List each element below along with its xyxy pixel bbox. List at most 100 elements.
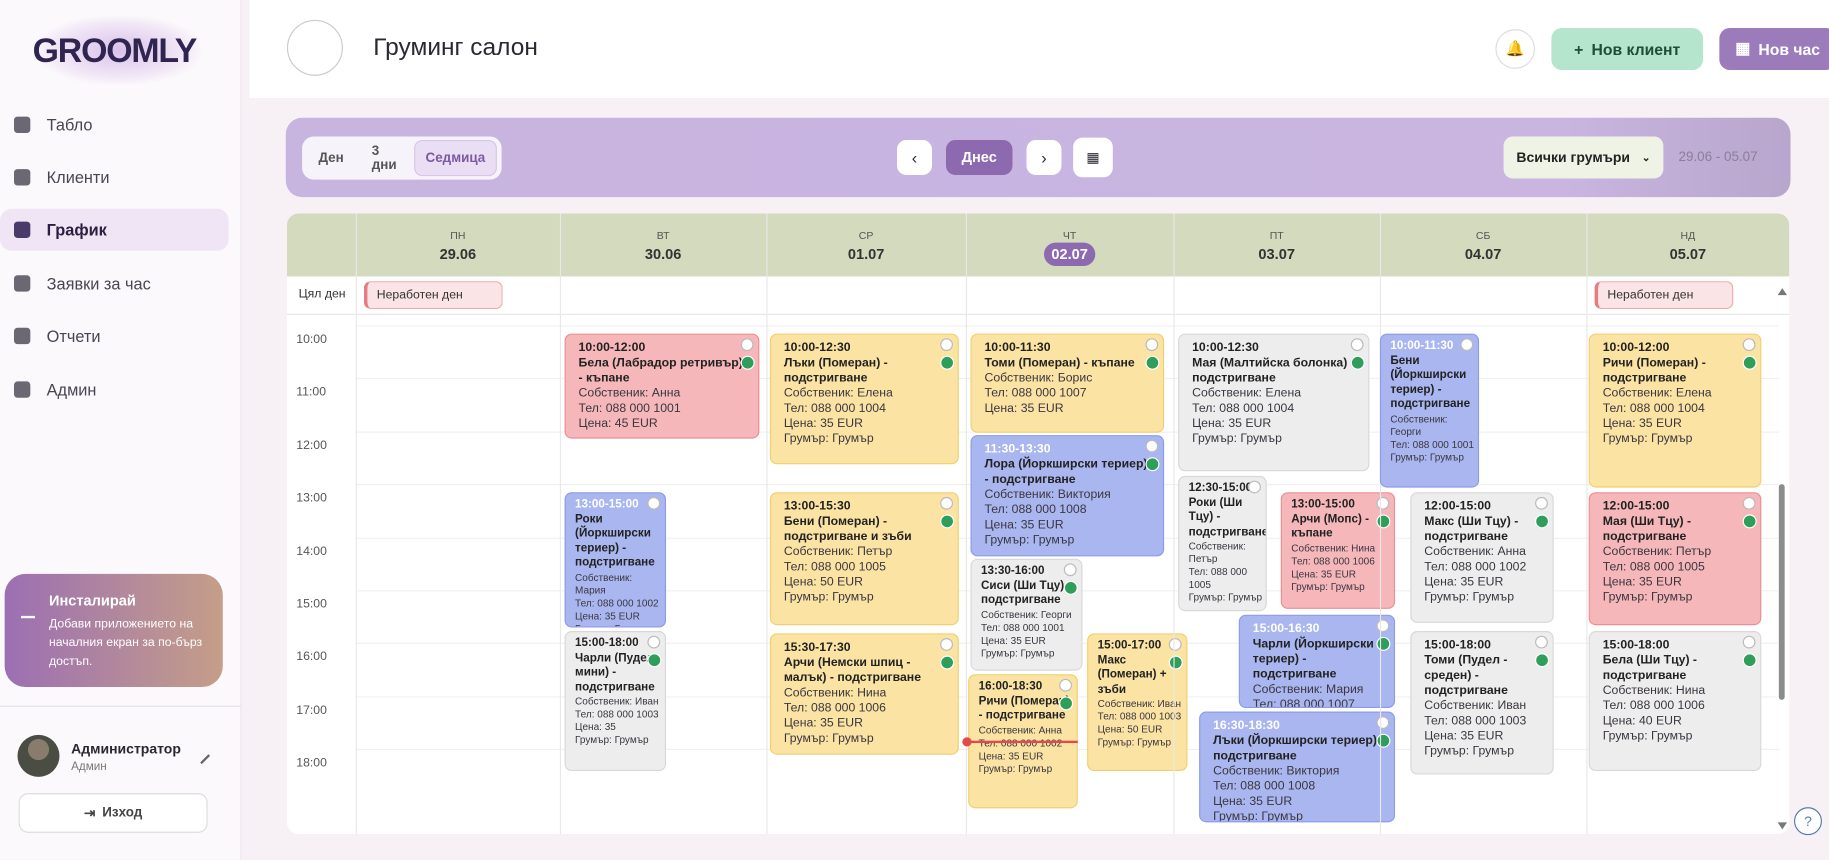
appointment-owner: Собственик: Елена [1602,386,1712,401]
appointment-title: Арчи (Немски шпиц - малък) - подстригван… [783,655,922,685]
help-button[interactable]: ? [1794,807,1822,836]
appointment-phone: Тел: 088 000 1003 [1097,710,1182,723]
appointment-owner: Собственик: Нина [1291,541,1376,554]
appointment[interactable]: 10:00-12:00 Бела (Лабрадор ретривър) - къ… [564,333,760,439]
appointment[interactable]: 10:00-12:30 Лъки (Померан) - подстригване… [769,333,959,465]
appointment-price: Цена: 35 EUR [978,749,1044,762]
appointment-price: Цена: 35 EUR [575,609,640,622]
appointment-owner: Собственик: Елена [783,386,893,401]
appointment[interactable]: 13:00-15:00 Арчи (Мопс) - къпане Собствени… [1280,492,1396,609]
next-button[interactable]: › [1026,139,1062,175]
view-option[interactable]: Седмица [413,139,497,177]
appointment-owner: Собственик: Борис [984,370,1093,385]
status-check [940,496,953,510]
appointment-time: 15:00-16:30 [1252,621,1320,636]
appointment-owner: Собственик: Георги [980,608,1072,620]
scroll-down[interactable] [1777,822,1788,834]
appointment-owner: Собственик: Мария [1252,682,1364,697]
appointment-time: 10:00-11:30 [984,340,1051,355]
appointment[interactable]: 10:00-11:30 Томи (Померан) - къпане Собств… [970,333,1165,433]
appointment[interactable]: 13:30-16:00 Сиси (Ши Тцу) - подстригване С… [970,558,1083,671]
hour-label: 18:00 [296,756,327,771]
appointment-price: Цена: 35 EUR [1213,794,1293,809]
appointment-owner: Собственик: Петър [1602,544,1712,559]
appointment-price: Цена: 50 EUR [1097,723,1163,735]
appointment-owner: Собственик: Иван [1424,698,1527,713]
appointment-price: Цена: 45 EUR [578,416,658,431]
appointment[interactable]: 12:00-15:00 Макс (Ши Тцу) - подстригване С… [1410,492,1554,623]
date: 29.06 [439,246,477,263]
appointment[interactable]: 15:30-17:30 Арчи (Немски шпиц - малък) - … [769,633,959,755]
appointment[interactable]: 15:00-18:00 Томи (Пудел - среден) - подст… [1410,631,1554,775]
day-divider [1379,213,1382,835]
appointment-time: 10:00-12:30 [783,340,851,355]
prev-button[interactable]: ‹ [897,139,932,175]
appointment[interactable]: 12:00-15:00 Мая (Ши Тцу) - подстригване Со… [1588,492,1762,626]
install-card[interactable]: Инсталирай Добави приложението на началн… [4,573,223,688]
nav-item[interactable]: График [0,208,229,251]
nav-item[interactable]: Табло [13,104,229,146]
notifications-button[interactable]: 🔔 [1495,29,1536,69]
appointment-time: 13:00-15:00 [1291,498,1355,511]
appointment-price: Цена: 35 EUR [783,416,864,431]
view-option[interactable]: Ден [318,151,344,166]
appointment-price: Цена: 35 [575,720,616,733]
appointment[interactable]: 10:00-11:30 Бени (Йоркширски териер) - по… [1379,333,1480,488]
nav-item[interactable]: Отчети [13,315,229,357]
appointment-title: Томи (Померан) - къпане [984,355,1135,370]
appointment[interactable]: 15:00-16:30 Чарли (Йоркширски териер) - п… [1238,614,1396,709]
appointment[interactable]: 12:30-15:00 Роки (Ши Тцу) - подстригване С… [1178,475,1267,612]
appointment[interactable]: 13:00-15:00 Роки (Йоркширски териер) - по… [564,492,667,628]
scroll-up[interactable] [1777,283,1788,296]
appointment[interactable]: 13:00-15:30 Бени (Померан) - подстригване… [769,492,959,626]
logout-button[interactable]: ⇥ Изход [18,793,208,833]
groomer-dot [1376,733,1391,748]
groomer-dot [1145,355,1160,370]
appointment-price: Цена: 35 EUR [980,633,1046,646]
appointment-phone: Тел: 088 000 1006 [783,701,886,716]
install-title: Инсталирай [48,592,136,609]
new-appointment-button[interactable]: ▦ Нов час [1719,27,1829,70]
appointment-groomer: Грумър: Грумър [1602,590,1693,605]
appointment-time: 10:00-11:30 [1390,339,1454,353]
appointment[interactable]: 10:00-12:30 Мая (Малтийска болонка) - под… [1178,333,1370,472]
appointment[interactable]: 15:00-17:00 Макс (Померан) + зъби Собствен… [1087,633,1188,772]
appointment[interactable]: 16:30-18:30 Лъки (Йоркширски териер) - по… [1199,711,1396,823]
groomer-dot [1376,636,1391,651]
appointment-title: Чарли (Йоркширски териер) - подстригване [1252,636,1374,682]
nav-item[interactable]: Заявки за час [13,262,229,304]
groomer-select[interactable]: Всички грумъри ⌄ [1503,136,1664,179]
date-picker-button[interactable]: ▦ [1073,137,1113,178]
appointment-title: Ричи (Померан) - подстригване [978,694,1070,723]
appointment-price: Цена: 35 EUR [1291,567,1357,580]
status-check [940,638,953,651]
weekday: СБ [1475,229,1491,242]
appointment[interactable]: 10:00-12:00 Ричи (Померан) - подстригване… [1588,333,1762,488]
appointment-title: Роки (Йоркширски териер) - подстригване [575,512,655,570]
groomer-dot [940,355,955,370]
groomer-dot [1063,580,1078,595]
appointment-title: Арчи (Мопс) - къпане [1291,512,1369,541]
groomer-dot [647,653,662,668]
nav-item[interactable]: Клиенти [13,156,229,198]
today-button[interactable]: Днес [945,139,1013,175]
appointment-price: Цена: 35 EUR [984,517,1064,532]
appointment-phone: Тел: 088 000 1005 [783,559,886,574]
new-client-button[interactable]: + Нов клиент [1551,27,1704,70]
appointment-title: Бела (Лабрадор ретривър) - къпане [578,355,743,385]
weekday: ВТ [656,229,670,242]
nav-label: Клиенти [46,167,110,187]
view-option[interactable]: 3 дни [371,144,397,173]
appointment-owner: Собственик: Виктория [984,487,1111,502]
appointment[interactable]: 15:00-18:00 Бела (Ши Тцу) - подстригване С… [1588,631,1762,772]
scrollbar[interactable] [1778,484,1785,700]
groomer-dot [1059,696,1074,711]
appointment[interactable]: 11:30-13:30 Лора (Йоркширски териер) - по… [970,435,1165,557]
edit-icon[interactable] [193,747,211,765]
appointment-time: 16:00-18:30 [978,680,1043,693]
salon-logo [286,19,343,76]
nav-item[interactable]: Админ [13,369,229,411]
logo: GROOMLY [32,32,198,70]
appointment[interactable]: 15:00-18:00 Чарли (Пудел - мини) - подстр… [564,631,667,772]
